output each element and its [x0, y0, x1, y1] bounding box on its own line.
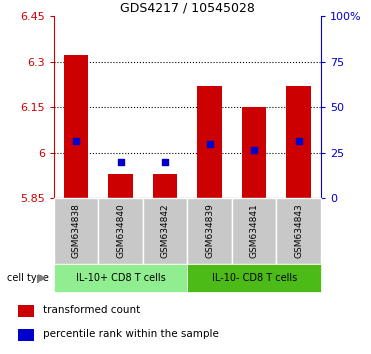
Point	[118, 159, 124, 165]
Bar	[98, 198, 143, 264]
Point	[296, 138, 302, 143]
Bar	[64, 56, 88, 198]
Text: cell type: cell type	[7, 273, 49, 283]
Text: GSM634838: GSM634838	[72, 204, 81, 258]
Text: GSM634840: GSM634840	[116, 204, 125, 258]
Bar	[18, 305, 34, 317]
Text: GSM634839: GSM634839	[205, 204, 214, 258]
Text: percentile rank within the sample: percentile rank within the sample	[43, 329, 219, 339]
Bar	[108, 174, 133, 198]
Point	[207, 141, 213, 146]
Bar	[143, 198, 187, 264]
Text: GSM634843: GSM634843	[294, 204, 303, 258]
Bar	[54, 198, 98, 264]
Bar	[54, 264, 187, 292]
Text: IL-10- CD8 T cells: IL-10- CD8 T cells	[211, 273, 297, 283]
Text: GSM634842: GSM634842	[161, 204, 170, 258]
Text: transformed count: transformed count	[43, 305, 140, 315]
Bar	[242, 107, 266, 198]
Bar	[18, 329, 34, 341]
Point	[251, 147, 257, 153]
Text: GSM634841: GSM634841	[250, 204, 259, 258]
Bar	[187, 264, 321, 292]
Point	[162, 159, 168, 165]
Bar	[153, 174, 177, 198]
Title: GDS4217 / 10545028: GDS4217 / 10545028	[120, 2, 255, 15]
Bar	[187, 198, 232, 264]
Point	[73, 138, 79, 143]
Bar	[286, 86, 311, 198]
Bar	[232, 198, 276, 264]
Text: IL-10+ CD8 T cells: IL-10+ CD8 T cells	[76, 273, 165, 283]
Text: ▶: ▶	[39, 273, 47, 283]
Bar	[197, 86, 222, 198]
Bar	[276, 198, 321, 264]
